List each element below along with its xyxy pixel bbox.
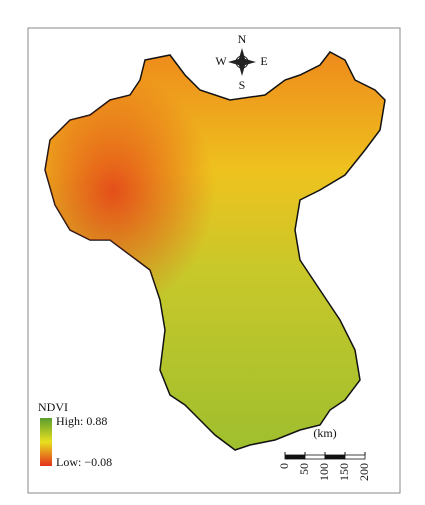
compass-needle [228,58,256,66]
legend-high: High: 0.88 [56,414,107,428]
legend-colorbar [40,418,52,466]
compass: N S W E [215,32,267,92]
compass-north: N [238,32,247,46]
scale-tick-label: 0 [277,463,291,469]
compass-west: W [215,54,227,68]
compass-east: E [260,54,267,68]
scale-bar: (km) 0 50 100 150 200 [277,426,371,481]
map-frame [27,27,401,494]
scale-segment [344,454,366,460]
scale-tick-label: 100 [317,463,331,481]
scale-segment [284,454,306,460]
scale-tick-label: 50 [297,463,311,475]
legend-title: NDVI [38,400,68,414]
scale-segment [324,454,346,460]
compass-ring [235,55,249,69]
scale-tick-label: 150 [337,463,351,481]
scale-unit: (km) [313,426,336,440]
scale-tick-label: 200 [357,463,371,481]
compass-south: S [239,78,246,92]
scale-segment [304,454,326,460]
low-ndvi-area [45,52,385,450]
legend: NDVI High: 0.88 Low: −0.08 [38,400,112,469]
legend-low: Low: −0.08 [56,455,112,469]
region [44,51,386,451]
